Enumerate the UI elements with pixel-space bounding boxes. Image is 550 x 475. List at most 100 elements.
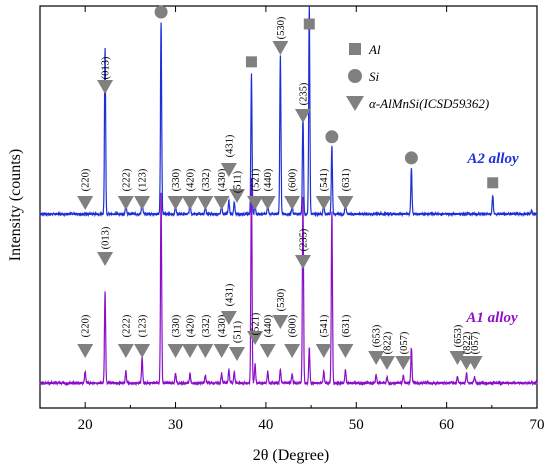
peak-marker-triangle xyxy=(294,109,311,123)
legend-circle-icon xyxy=(348,69,362,83)
y-axis-label: Intensity (counts) xyxy=(7,149,24,261)
peak-hkl-label: (330) xyxy=(171,168,182,191)
x-tick-label: 60 xyxy=(439,417,454,433)
peak-marker-triangle xyxy=(220,311,237,325)
peak-hkl-label: (653) xyxy=(453,324,464,347)
peak-marker-triangle xyxy=(228,189,245,203)
peak-marker-triangle xyxy=(197,196,214,210)
peak-hkl-label: (430) xyxy=(217,314,228,337)
peak-marker-triangle xyxy=(294,255,311,269)
peak-marker-square xyxy=(245,56,257,68)
peak-hkl-label: (013) xyxy=(101,56,112,79)
peak-hkl-label: (220) xyxy=(81,168,92,191)
peak-marker-triangle xyxy=(213,196,230,210)
peak-hkl-label: (222) xyxy=(121,168,132,191)
peak-hkl-label: (420) xyxy=(186,168,197,191)
peak-hkl-label: (530) xyxy=(276,288,287,311)
peak-marker-triangle xyxy=(247,331,264,345)
x-tick-label: 20 xyxy=(78,417,93,433)
peak-marker-square xyxy=(303,18,315,30)
peak-marker-square xyxy=(487,177,499,189)
peak-hkl-label: (222) xyxy=(121,314,132,337)
peak-marker-circle xyxy=(154,5,168,19)
peak-hkl-label: (521) xyxy=(251,312,262,335)
peak-marker-triangle xyxy=(77,196,94,210)
legend-label: Al xyxy=(368,42,381,57)
peak-marker-triangle xyxy=(247,196,264,210)
peak-marker-triangle xyxy=(117,344,134,358)
peak-hkl-label: (511) xyxy=(232,170,243,193)
peak-hkl-label: (822) xyxy=(462,331,473,354)
peak-marker-triangle xyxy=(378,356,395,370)
series-line-1 xyxy=(39,5,538,218)
legend-square-icon xyxy=(349,43,361,55)
peak-marker-triangle xyxy=(259,196,276,210)
peak-hkl-label: (235) xyxy=(298,228,309,251)
peak-hkl-label: (220) xyxy=(81,314,92,337)
peak-marker-triangle xyxy=(182,344,199,358)
peak-marker-triangle xyxy=(97,80,114,94)
peak-marker-triangle xyxy=(220,163,237,177)
peak-hkl-label: (521) xyxy=(251,168,262,191)
x-axis-label: 2θ (Degree) xyxy=(253,447,330,464)
peak-marker-triangle xyxy=(337,196,354,210)
peak-marker-triangle xyxy=(284,344,301,358)
peak-marker-triangle xyxy=(315,196,332,210)
peak-hkl-label: (822) xyxy=(382,331,393,354)
peak-hkl-label: (440) xyxy=(263,314,274,337)
series-label-1: A2 alloy xyxy=(466,151,519,167)
peak-hkl-label: (511) xyxy=(232,320,243,343)
x-tick-label: 50 xyxy=(349,417,364,433)
peak-marker-triangle xyxy=(368,351,385,365)
peak-marker-triangle xyxy=(117,196,134,210)
peak-marker-triangle xyxy=(197,344,214,358)
peak-hkl-label: (431) xyxy=(224,134,235,157)
peak-marker-triangle xyxy=(182,196,199,210)
peak-hkl-label: (530) xyxy=(276,16,287,39)
peak-marker-triangle xyxy=(134,344,151,358)
peak-hkl-label: (235) xyxy=(298,82,309,105)
peak-marker-triangle xyxy=(272,315,289,329)
peak-marker-triangle xyxy=(213,344,230,358)
x-tick-label: 70 xyxy=(530,417,545,433)
peak-marker-triangle xyxy=(77,344,94,358)
peak-hkl-label: (631) xyxy=(341,168,352,191)
peak-hkl-label: (013) xyxy=(101,226,112,249)
x-tick-label: 40 xyxy=(258,417,273,433)
peak-hkl-label: (541) xyxy=(319,168,330,191)
peak-hkl-label: (541) xyxy=(319,314,330,337)
peak-hkl-label: (057) xyxy=(399,331,410,354)
peak-marker-triangle xyxy=(167,196,184,210)
peak-marker-triangle xyxy=(259,344,276,358)
peak-hkl-label: (420) xyxy=(186,314,197,337)
peak-marker-circle xyxy=(325,130,339,144)
peak-hkl-label: (440) xyxy=(263,168,274,191)
peak-hkl-label: (430) xyxy=(217,168,228,191)
peak-hkl-label: (600) xyxy=(288,314,299,337)
peak-hkl-label: (123) xyxy=(138,314,149,337)
series-line-2 xyxy=(39,177,538,387)
peak-marker-triangle xyxy=(97,252,114,266)
plot-frame xyxy=(39,5,538,409)
peak-marker-triangle xyxy=(272,41,289,55)
peak-marker-triangle xyxy=(228,347,245,361)
peak-hkl-label: (600) xyxy=(288,168,299,191)
peak-marker-triangle xyxy=(167,344,184,358)
peak-hkl-label: (332) xyxy=(201,314,212,337)
peak-marker-triangle xyxy=(395,356,412,370)
peak-hkl-label: (057) xyxy=(470,331,481,354)
peak-marker-triangle xyxy=(284,196,301,210)
legend-label: α-AlMnSi(ICSD59362) xyxy=(369,96,489,111)
peak-marker-triangle xyxy=(337,344,354,358)
peak-hkl-label: (330) xyxy=(171,314,182,337)
peak-marker-triangle xyxy=(449,351,466,365)
peak-hkl-label: (431) xyxy=(224,283,235,306)
peak-marker-triangle xyxy=(315,344,332,358)
peak-hkl-label: (332) xyxy=(201,168,212,191)
x-tick-label: 30 xyxy=(168,417,183,433)
legend-triangle-icon xyxy=(346,96,364,111)
series-label-2: A1 alloy xyxy=(465,310,518,326)
peak-marker-circle xyxy=(404,151,418,165)
peak-marker-triangle xyxy=(134,196,151,210)
